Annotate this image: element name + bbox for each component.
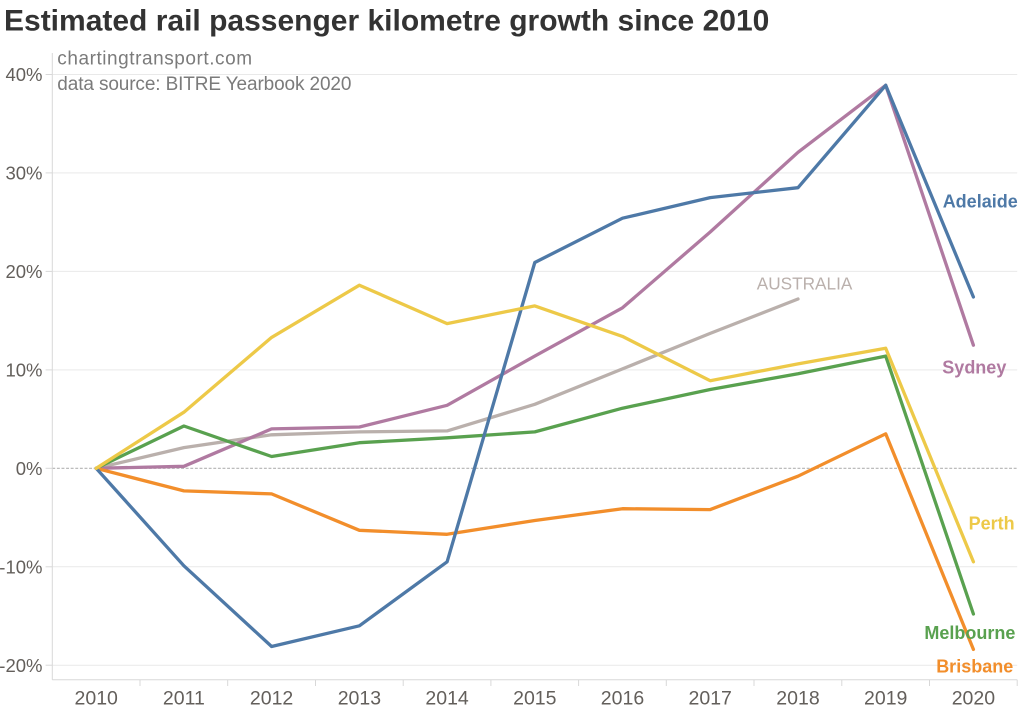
svg-text:2014: 2014	[425, 688, 469, 709]
svg-text:30%: 30%	[5, 163, 42, 184]
svg-text:20%: 20%	[5, 261, 42, 282]
svg-text:chartingtransport.com: chartingtransport.com	[57, 48, 252, 69]
svg-text:2019: 2019	[864, 688, 907, 709]
svg-text:40%: 40%	[5, 64, 42, 85]
svg-text:data source: BITRE Yearbook 20: data source: BITRE Yearbook 2020	[57, 74, 351, 95]
svg-text:-20%: -20%	[0, 655, 43, 676]
svg-text:2015: 2015	[513, 688, 557, 709]
svg-text:2018: 2018	[776, 688, 819, 709]
svg-text:Sydney: Sydney	[942, 358, 1006, 378]
svg-text:2011: 2011	[163, 688, 205, 709]
svg-text:AUSTRALIA: AUSTRALIA	[757, 274, 853, 294]
svg-text:2016: 2016	[601, 688, 644, 709]
svg-text:2010: 2010	[75, 688, 119, 709]
svg-text:2012: 2012	[250, 688, 293, 709]
svg-text:2017: 2017	[689, 688, 732, 709]
svg-text:0%: 0%	[16, 458, 43, 479]
svg-text:10%: 10%	[5, 360, 42, 381]
svg-text:Adelaide: Adelaide	[943, 191, 1018, 211]
svg-text:2013: 2013	[338, 688, 381, 709]
svg-text:Brisbane: Brisbane	[936, 657, 1013, 677]
svg-text:2020: 2020	[952, 688, 996, 709]
svg-text:Estimated rail passenger kilom: Estimated rail passenger kilometre growt…	[4, 5, 769, 38]
svg-text:-10%: -10%	[0, 556, 43, 577]
svg-text:Melbourne: Melbourne	[924, 623, 1015, 643]
svg-text:Perth: Perth	[969, 514, 1015, 534]
